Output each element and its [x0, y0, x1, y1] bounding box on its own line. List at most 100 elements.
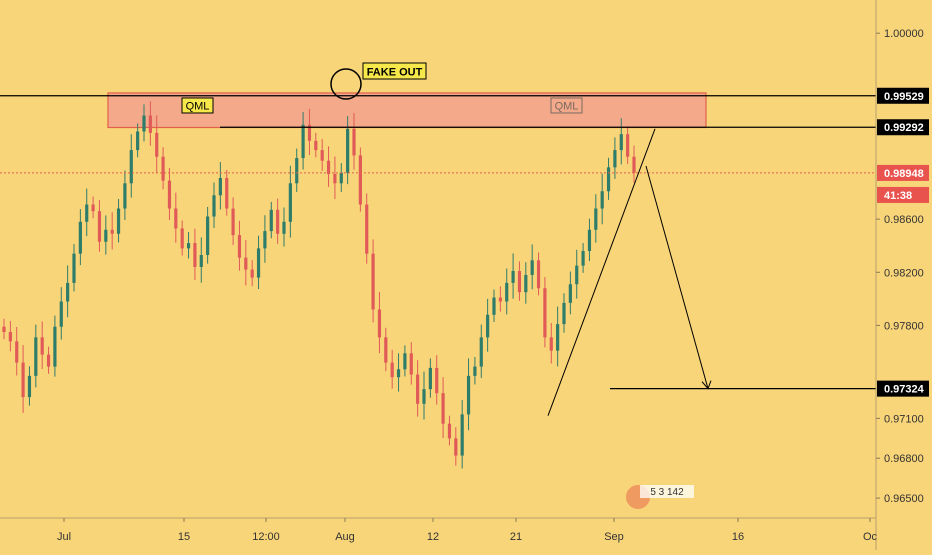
x-tick-label: 15	[178, 531, 190, 543]
candle-body	[256, 248, 261, 278]
price-badge-label: 0.97324	[884, 384, 925, 396]
projection-arrow-line	[645, 165, 709, 389]
candle-body	[333, 173, 337, 184]
y-tick-label: 0.97800	[884, 320, 924, 332]
countdown-label: 41:38	[884, 190, 912, 202]
price-badge-label: 0.98948	[884, 168, 924, 180]
qml-right-label: QML	[555, 100, 579, 112]
candle-body	[225, 177, 229, 209]
y-tick-label: 0.96800	[884, 453, 924, 465]
candle-body	[199, 255, 203, 267]
candle-body	[587, 229, 592, 252]
candle-body	[358, 155, 362, 205]
candle-body	[142, 115, 146, 132]
x-tick-label: 12:00	[252, 531, 280, 543]
qml-right-label-box	[550, 97, 583, 114]
fake-out-circle	[330, 68, 362, 100]
candle-body	[34, 337, 38, 376]
level-line-layer	[0, 95, 876, 390]
x-tick-label: 21	[510, 531, 522, 543]
candle-body	[454, 438, 458, 456]
candle-body	[282, 221, 286, 234]
candle-body	[524, 274, 528, 293]
candle-body	[66, 282, 70, 302]
y-tick-label: 0.97100	[884, 413, 924, 425]
candle-layer	[2, 101, 636, 469]
candle-body	[295, 158, 299, 184]
candle-body	[212, 195, 216, 217]
candle-body	[543, 288, 547, 338]
candle-body	[301, 124, 305, 159]
candle-body	[339, 172, 343, 184]
candle-body	[403, 353, 407, 370]
candle-body	[619, 134, 623, 151]
x-tick-label: 16	[732, 531, 744, 543]
price-badge-label: 0.99292	[884, 122, 924, 134]
candle-body	[626, 134, 630, 157]
candle-body	[288, 183, 292, 222]
candle-body	[466, 375, 471, 415]
candle-body	[110, 229, 114, 234]
candle-body	[511, 270, 515, 283]
candle-body	[352, 128, 356, 156]
x-tick-label: Aug	[335, 531, 355, 543]
candle-body	[530, 260, 534, 275]
x-tick-label: Sep	[604, 531, 624, 543]
candle-body	[123, 183, 127, 209]
candle-body	[568, 284, 572, 303]
y-tick-label: 0.98600	[884, 214, 924, 226]
candle-body	[409, 353, 413, 375]
candle-body	[505, 282, 509, 302]
price-badge	[877, 164, 929, 181]
candle-body	[549, 337, 553, 351]
candle-body	[27, 375, 32, 398]
candle-body	[269, 209, 273, 232]
qml-left-label-box	[181, 97, 214, 114]
candle-body	[517, 270, 522, 293]
candle-body	[390, 362, 394, 378]
candle-body	[104, 229, 108, 242]
candle-body	[371, 253, 375, 310]
countdown-badge	[877, 186, 929, 203]
candle-body	[600, 191, 604, 209]
candle-body	[416, 374, 420, 404]
candle-body	[116, 208, 121, 234]
candle-body	[237, 235, 242, 258]
y-tick-label: 0.96500	[884, 493, 924, 505]
candle-body	[441, 393, 445, 424]
candle-body	[15, 341, 19, 363]
candle-body	[314, 140, 318, 151]
candle-body	[498, 297, 502, 302]
candle-body	[186, 243, 191, 249]
candle-body	[575, 265, 579, 285]
watermark-text: 5 3 142	[650, 487, 684, 498]
candle-body	[562, 302, 566, 325]
candle-body	[396, 369, 401, 378]
candle-body	[46, 354, 51, 367]
candle-body	[536, 260, 541, 289]
candle-body	[167, 180, 172, 209]
candle-body	[581, 251, 585, 266]
candle-body	[206, 216, 210, 256]
fake-out-label-box	[362, 62, 427, 80]
candle-body	[326, 160, 331, 174]
candle-body	[276, 209, 280, 234]
candle-body	[473, 366, 477, 376]
candle-body	[594, 208, 598, 230]
arrow-head	[701, 380, 712, 390]
candle-body	[346, 128, 350, 173]
candle-body	[428, 367, 432, 390]
x-tick-label: Jul	[57, 531, 71, 543]
price-badge	[877, 119, 929, 136]
qml-zone-layer: QML QML	[107, 92, 707, 129]
candle-body	[2, 326, 6, 333]
price-badge-label: 0.99529	[884, 91, 924, 103]
candle-body	[447, 423, 452, 439]
candle-body	[231, 208, 235, 236]
candle-body	[78, 221, 82, 254]
candle-body	[72, 253, 76, 283]
rising-trendline	[547, 128, 656, 416]
candle-body	[148, 115, 152, 133]
